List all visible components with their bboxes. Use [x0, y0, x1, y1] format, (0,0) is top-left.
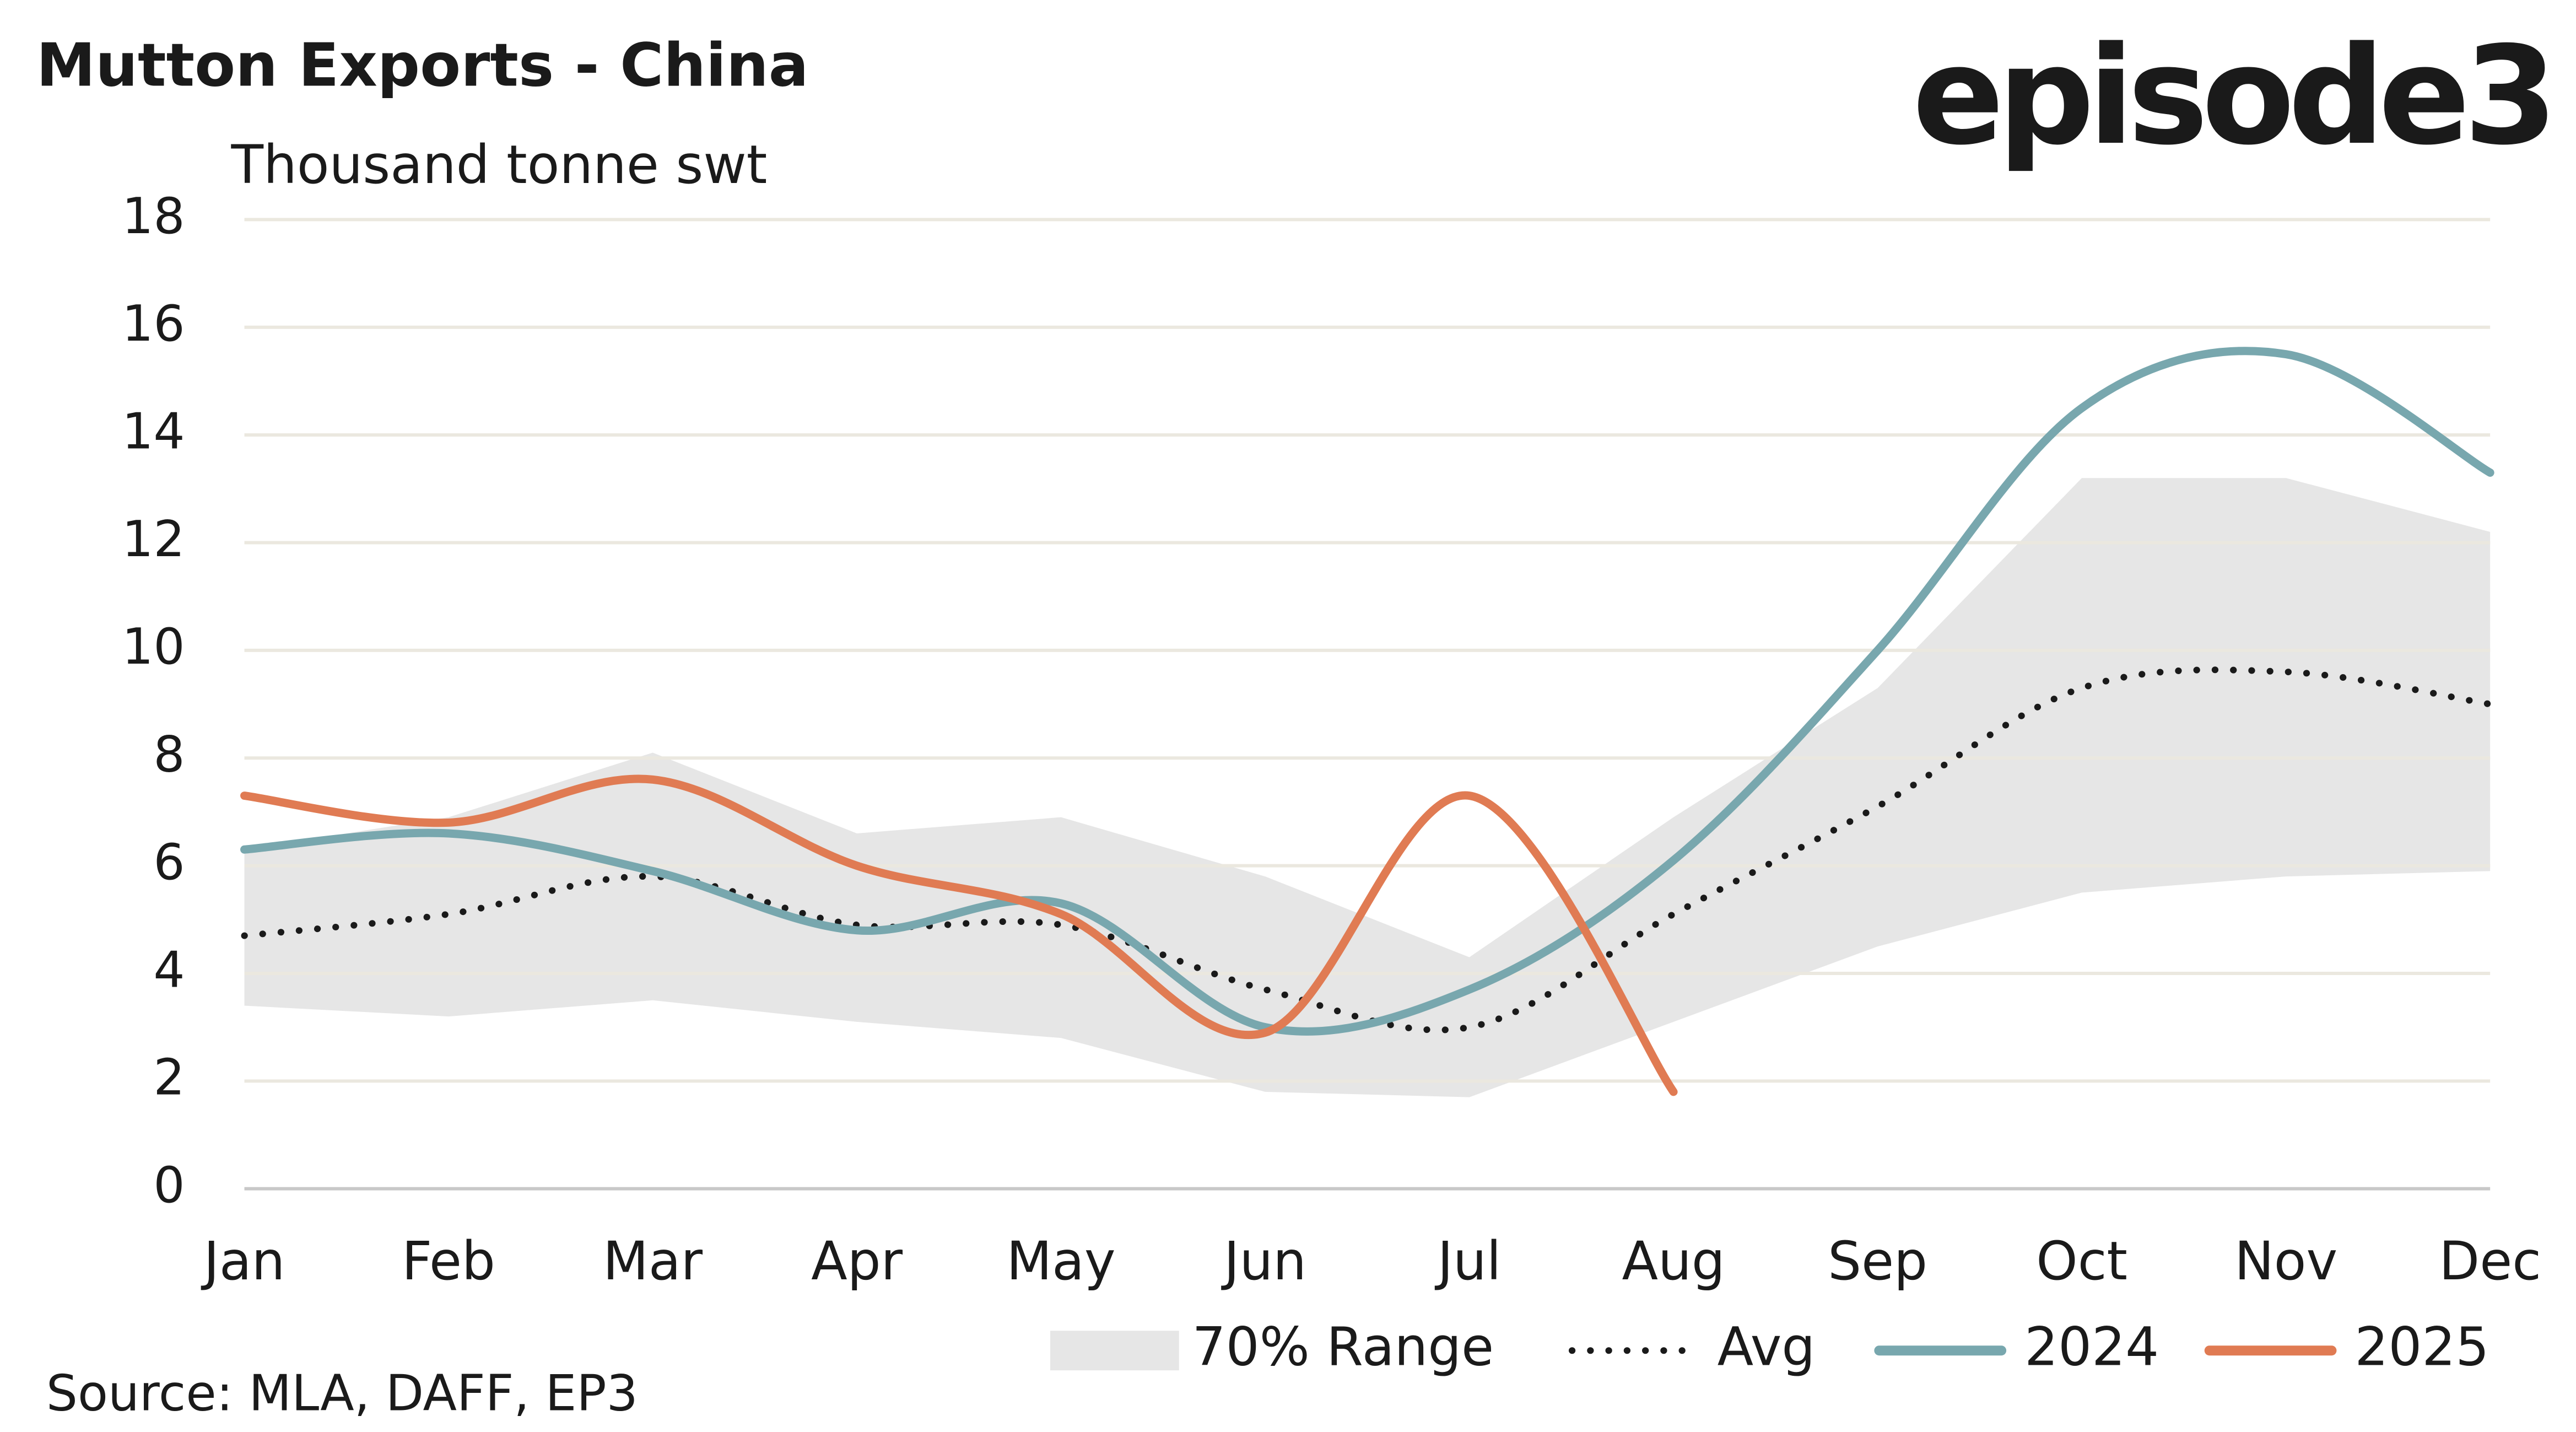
x-tick-label: Nov [2234, 1230, 2337, 1292]
x-tick-label: Apr [811, 1230, 903, 1292]
x-tick-label: Jan [201, 1230, 285, 1292]
y-tick-label: 8 [153, 726, 185, 784]
y-tick-label: 2 [153, 1049, 185, 1107]
x-tick-label: Oct [2036, 1230, 2127, 1292]
series-line [240, 774, 1678, 1096]
x-tick-label: Dec [2439, 1230, 2541, 1292]
x-tick-label: Jul [1435, 1230, 1502, 1292]
legend-label: 2025 [2354, 1316, 2489, 1378]
y-tick-label: 16 [122, 295, 185, 353]
x-tick-label: Feb [402, 1230, 495, 1292]
legend-label: 2024 [2024, 1316, 2159, 1378]
y-tick-label: 6 [153, 834, 185, 891]
y-tick-label: 14 [122, 403, 185, 461]
x-tick-label: Jun [1221, 1230, 1306, 1292]
series-line [240, 347, 2494, 1036]
logo: episode3 [1913, 17, 2551, 175]
x-tick-label: Mar [603, 1230, 703, 1292]
source-note: Source: MLA, DAFF, EP3 [46, 1365, 638, 1423]
chart-title: Mutton Exports - China [36, 31, 809, 100]
y-axis-unit: Thousand tonne swt [231, 134, 768, 196]
series-line [241, 666, 2494, 1033]
legend-swatch [1050, 1331, 1179, 1371]
legend-label: Avg [1718, 1316, 1816, 1378]
x-tick-label: May [1006, 1230, 1115, 1292]
x-tick-label: Aug [1622, 1230, 1725, 1292]
y-tick-label: 4 [153, 941, 185, 999]
y-tick-label: 0 [153, 1157, 185, 1214]
x-tick-label: Sep [1828, 1230, 1927, 1292]
y-tick-label: 10 [122, 618, 185, 676]
range-band [244, 478, 2491, 1097]
y-tick-label: 18 [122, 188, 185, 245]
y-tick-label: 12 [122, 511, 185, 568]
legend-label: 70% Range [1192, 1316, 1494, 1378]
